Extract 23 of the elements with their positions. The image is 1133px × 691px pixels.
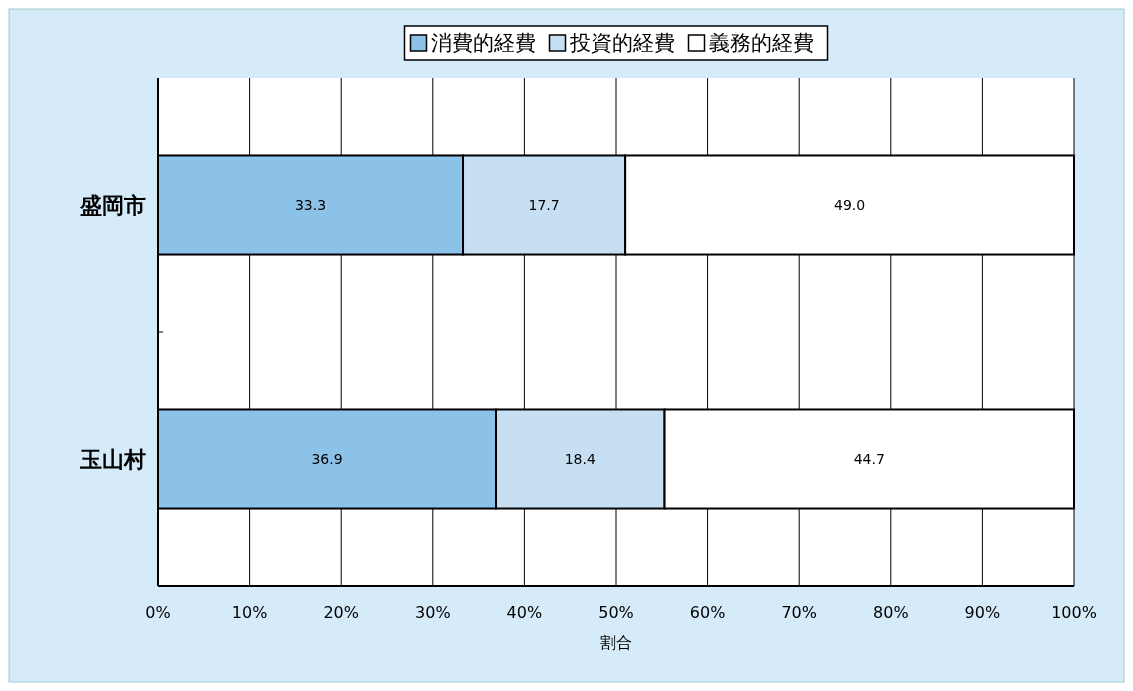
x-tick-label: 90% (964, 603, 1001, 622)
x-tick-label: 0% (145, 603, 171, 622)
x-tick-label: 80% (873, 603, 909, 622)
x-tick-label: 100% (1051, 603, 1097, 622)
data-label: 36.9 (311, 451, 343, 467)
data-label: 18.4 (564, 451, 596, 467)
data-label: 33.3 (294, 197, 327, 213)
y-tick-label: 盛岡市 (79, 193, 146, 218)
legend-label: 投資的経費 (568, 31, 675, 55)
x-tick-label: 50% (598, 603, 634, 622)
legend-label: 消費的経費 (430, 31, 536, 55)
legend-label: 義務的経費 (708, 31, 814, 55)
x-tick-label: 10% (231, 603, 268, 622)
data-label: 49.0 (833, 197, 866, 213)
data-label: 44.7 (853, 451, 885, 467)
x-tick-label: 60% (689, 603, 726, 622)
x-tick-label: 40% (506, 603, 543, 622)
x-axis-title: 割合 (600, 633, 632, 652)
x-tick-label: 20% (323, 603, 359, 622)
x-tick-label: 30% (415, 603, 451, 622)
x-tick-label: 70% (781, 603, 817, 622)
y-tick-label: 玉山村 (79, 447, 146, 472)
data-label: 17.7 (528, 197, 560, 213)
